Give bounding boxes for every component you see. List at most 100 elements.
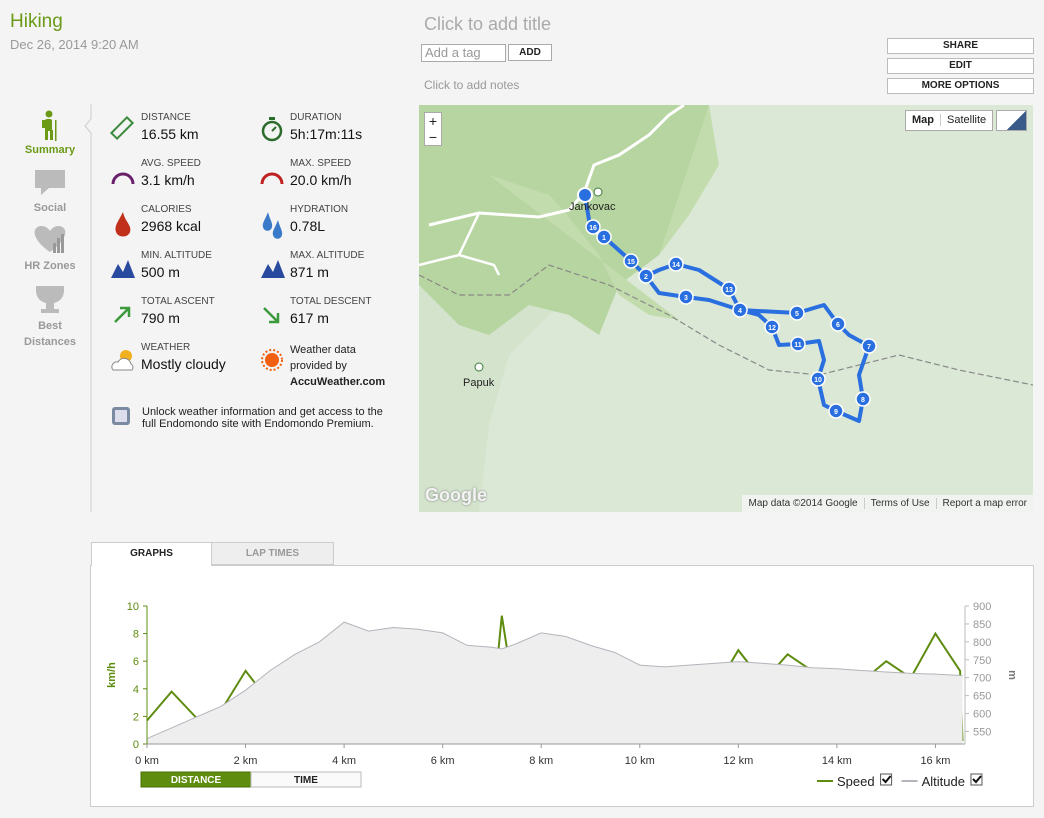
poi-icon — [474, 362, 484, 372]
x-tick-label: 2 km — [234, 755, 258, 767]
tab-hr-zones[interactable]: HR Zones — [24, 260, 76, 272]
lap-marker[interactable] — [721, 281, 737, 297]
hr-bars — [53, 234, 64, 253]
google-logo: Google — [425, 485, 487, 505]
trophy-icon — [36, 286, 64, 313]
stat-value: 617 m — [290, 310, 329, 326]
more-options-button[interactable]: MORE OPTIONS — [887, 78, 1034, 94]
stat-label: DISTANCE — [141, 112, 191, 123]
lap-marker-label: 8 — [861, 397, 865, 404]
lap-marker[interactable] — [855, 391, 871, 407]
lap-marker[interactable] — [678, 289, 694, 305]
y2-tick-label: 850 — [973, 619, 991, 631]
legend-checkbox[interactable] — [880, 773, 893, 786]
zoom-control: + − — [424, 112, 442, 146]
stat-label: TOTAL DESCENT — [290, 296, 372, 307]
y-tick-label: 0 — [133, 739, 139, 751]
lap-marker-label: 7 — [867, 344, 871, 351]
x-tick-label: 14 km — [822, 755, 852, 767]
descent-icon — [263, 307, 280, 324]
chart: 0 2 4 6 8 10 550 600 650 700 750 800 850 900 0 km 2 km 4… — [106, 601, 1018, 789]
lap-marker-label: 13 — [725, 287, 733, 294]
lap-marker[interactable] — [830, 316, 846, 332]
hr-icon — [34, 226, 66, 252]
y2-tick-label: 800 — [973, 637, 991, 649]
start-marker[interactable] — [577, 187, 593, 203]
y2-tick-label: 650 — [973, 691, 991, 703]
lap-marker-label: 16 — [589, 225, 597, 232]
lap-marker-label: 12 — [768, 325, 776, 332]
tab-social[interactable]: Social — [33, 202, 67, 214]
zoom-out[interactable]: − — [428, 129, 438, 145]
promo-icon — [112, 407, 130, 425]
max-speed-icon — [260, 172, 284, 185]
lap-marker[interactable] — [828, 403, 844, 419]
lap-marker-label: 1 — [602, 235, 606, 242]
edit-button[interactable]: EDIT — [887, 58, 1034, 74]
legend-checkbox[interactable] — [970, 773, 983, 786]
lap-marker[interactable] — [764, 319, 780, 335]
stat-value: Mostly cloudy — [141, 356, 226, 372]
terms-link[interactable]: Terms of Use — [863, 498, 936, 509]
x-tick-label: 4 km — [332, 755, 356, 767]
poi-icon — [593, 187, 603, 197]
stat-value: 790 m — [141, 310, 180, 326]
add-notes[interactable]: Click to add notes — [424, 78, 520, 92]
lap-marker[interactable] — [596, 229, 612, 245]
lap-marker[interactable] — [732, 302, 748, 318]
map[interactable]: 1 2 3 4 5 6 7 8 9 10 11 12 13 14 15 16 Jankovac Papuk +… — [419, 105, 1033, 512]
time-button[interactable] — [250, 771, 362, 788]
stat-label: MIN. ALTITUDE — [141, 250, 212, 261]
tab-best-distances[interactable]: Best Distances — [24, 320, 76, 348]
add-title[interactable]: Click to add title — [424, 14, 552, 34]
lap-times-tab[interactable]: LAP TIMES — [211, 542, 334, 565]
lap-marker[interactable] — [623, 253, 639, 269]
lap-marker[interactable] — [790, 336, 806, 352]
zoom-in[interactable]: + — [428, 113, 438, 129]
map-button[interactable]: Map — [906, 114, 941, 126]
stat-value: 5h:17m:11s — [290, 126, 363, 142]
weather-provider-name[interactable]: AccuWeather.com — [290, 376, 386, 388]
stat-label: WEATHER — [141, 342, 191, 353]
weather-provider-text: Weather data provided by — [290, 344, 356, 372]
lap-marker[interactable] — [638, 268, 654, 284]
satellite-button[interactable]: Satellite — [947, 114, 987, 126]
x-tick-label: 16 km — [920, 755, 950, 767]
stat-value: 871 m — [290, 264, 329, 280]
lap-marker[interactable] — [810, 371, 826, 387]
lap-marker-label: 9 — [834, 409, 838, 416]
graphs-tab[interactable]: GRAPHS — [91, 542, 212, 566]
stat-value: 2968 kcal — [141, 218, 201, 234]
lap-marker-label: 3 — [684, 295, 688, 302]
hydration-icon — [262, 212, 283, 239]
y2-tick-label: 750 — [973, 655, 991, 667]
calories-icon — [115, 212, 131, 237]
lap-marker[interactable] — [668, 256, 684, 272]
lap-marker-label: 5 — [795, 311, 799, 318]
sidebar-divider — [84, 104, 92, 512]
tag-input[interactable]: Add a tag — [421, 44, 506, 62]
avg-speed-icon — [111, 172, 135, 185]
premium-promo[interactable]: Unlock weather information and get acces… — [142, 406, 383, 430]
accuweather-icon — [261, 349, 283, 371]
add-tag-button[interactable]: ADD — [508, 44, 552, 61]
y2-tick-label: 700 — [973, 673, 991, 685]
share-button[interactable]: SHARE — [887, 38, 1034, 54]
checkmark — [972, 775, 982, 784]
ascent-icon — [114, 306, 131, 323]
y-tick-label: 4 — [133, 684, 139, 696]
fullscreen-button[interactable] — [996, 110, 1027, 131]
lap-marker[interactable] — [789, 305, 805, 321]
x-tick-label: 0 km — [135, 755, 159, 767]
tab-summary[interactable]: Summary — [24, 144, 76, 156]
y-axis-label: km/h — [106, 662, 118, 688]
lap-marker-label: 4 — [738, 308, 742, 315]
report-link[interactable]: Report a map error — [935, 498, 1033, 509]
y2-tick-label: 900 — [973, 601, 991, 613]
y-tick-label: 8 — [133, 629, 139, 641]
lap-marker[interactable] — [585, 219, 601, 235]
lap-marker[interactable] — [861, 338, 877, 354]
legend-label: Speed — [837, 774, 875, 789]
